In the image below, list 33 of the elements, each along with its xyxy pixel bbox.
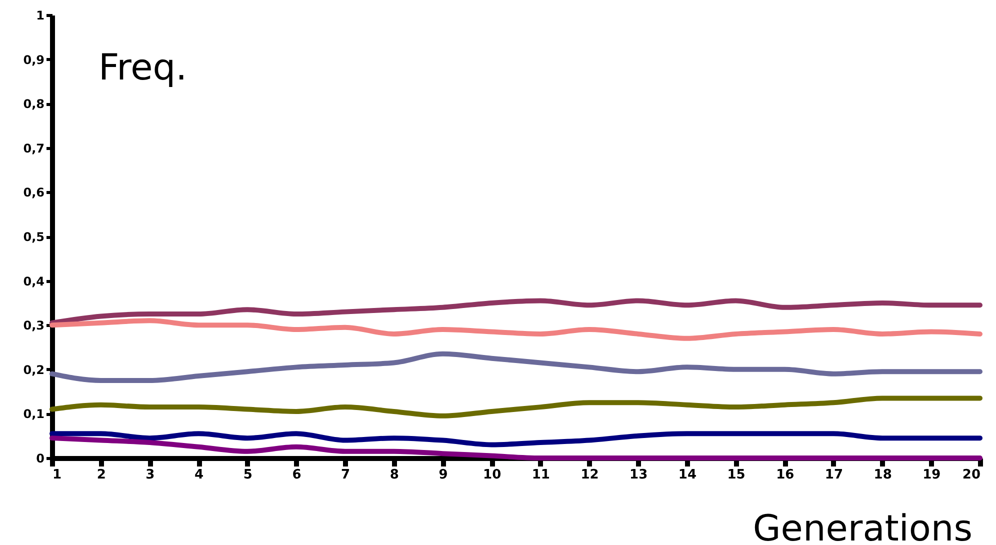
x-tick-label: 19 [922,468,941,482]
x-tick-label: 14 [678,468,696,482]
x-tick-label: 15 [727,468,746,482]
x-tick-label: 9 [438,468,448,482]
x-tick-label: 11 [532,468,550,482]
y-tick-label: 0,1 [23,407,44,422]
x-tick-label: 1 [52,468,62,482]
y-tick-label: 0,3 [23,318,44,333]
y-tick-label: 0,5 [23,230,44,244]
y-tick-label: 0,6 [23,186,44,200]
x-tick-label: 7 [341,468,350,482]
x-tick-label: 5 [243,468,252,482]
x-tick-label: 13 [630,468,648,482]
y-tick-label: 0,9 [23,52,44,67]
x-tick-label: 2 [96,468,106,482]
x-tick-label: 10 [483,468,502,482]
y-tick-label: 0,2 [23,362,44,377]
y-tick-label: 0 [36,452,44,466]
y-tick-label: 0,4 [23,274,44,288]
x-axis-title: Generations [752,508,972,545]
y-tick-label: 0,8 [23,97,44,112]
x-tick-label: 16 [776,468,794,482]
x-tick-label: 20 [962,468,980,482]
y-axis-title: Freq. [98,48,188,88]
y-tick-label: 0,7 [23,141,44,156]
x-tick-label: 4 [194,468,204,482]
x-tick-label: 17 [824,468,844,482]
x-tick-label: 6 [292,468,302,482]
x-tick-label: 8 [390,468,399,482]
y-tick-label: 1 [36,8,44,22]
x-tick-label: 18 [874,468,892,482]
x-tick-label: 3 [146,468,155,482]
x-tick-label: 12 [580,468,599,482]
